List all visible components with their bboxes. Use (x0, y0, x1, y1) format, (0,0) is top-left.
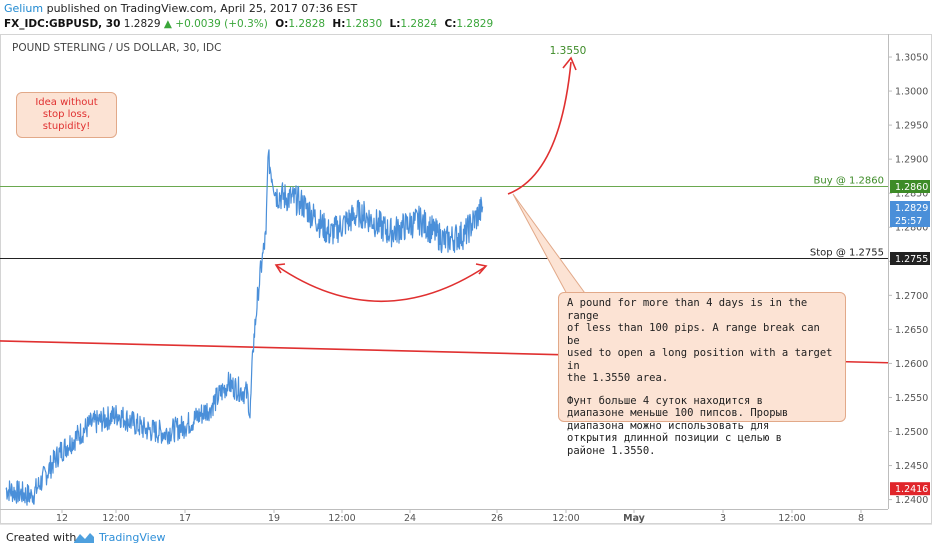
y-tick-label: 1.3000 (895, 87, 928, 98)
high-value: 1.2830 (345, 18, 383, 30)
analysis-note-en: A pound for more than 4 days is in the r… (567, 297, 833, 384)
time-axis: 12 12:00 17 19 12:00 24 26 12:00 May 3 12:00 8 (56, 509, 864, 524)
low-price-tag (890, 482, 930, 496)
level-label: Buy @ 1.2860 (814, 176, 884, 187)
footer: Created with TradingView (0, 524, 932, 551)
quote-line: FX_IDC:GBPUSD, 30 1.2829 ▲ +0.0039 (+0.3… (4, 18, 493, 30)
symbol-label: FX_IDC:GBPUSD, 30 (4, 18, 121, 30)
close-label: C: (444, 18, 457, 30)
y-tick-label: 1.2700 (895, 291, 928, 302)
y-tick-label: 1.3050 (895, 53, 928, 64)
countdown-tag (890, 213, 930, 227)
y-tick-label: 1.2550 (895, 393, 928, 404)
price-chart[interactable]: POUND STERLING / US DOLLAR, 30, IDC 1.24… (0, 34, 932, 524)
publish-text: published on TradingView.com, April 25, … (46, 2, 358, 15)
y-tick-label: 1.2400 (895, 495, 928, 506)
idea-note-line: stop loss, (42, 109, 91, 120)
level-label: Stop @ 1.2755 (810, 248, 884, 259)
low-label: L: (389, 18, 401, 30)
y-tick-label: 1.2600 (895, 359, 928, 370)
y-tick-label: 1.2850 (895, 189, 928, 200)
idea-note-line: Idea without (35, 97, 98, 108)
x-tick-label: 8 (858, 513, 864, 524)
author-link[interactable]: Gelium (4, 2, 44, 15)
range-arrow-head-right (475, 263, 488, 275)
target-arrow-head (562, 56, 577, 71)
range-arrow-head-left (274, 263, 286, 274)
target-label: 1.3550 (550, 45, 587, 57)
x-tick-label: 26 (491, 513, 503, 524)
open-label: O: (275, 18, 289, 30)
level-tag-label: 1.2860 (895, 182, 928, 193)
horizontal-levels: Buy @ 1.2860 1.2860 Stop @ 1.2755 1.2755 (0, 176, 930, 265)
level-tag (890, 252, 930, 265)
current-price-label: 1.2829 (895, 203, 928, 214)
price-axis: 1.2400 1.2450 1.2500 1.2550 1.2600 1.2650 1.27… (888, 53, 928, 506)
x-tick-label: 12:00 (102, 513, 129, 524)
analysis-note: A pound for more than 4 days is in the r… (558, 292, 846, 457)
x-tick-label: May (623, 513, 646, 524)
x-tick-label: 12:00 (552, 513, 579, 524)
last-price: 1.2829 (123, 18, 161, 30)
y-tick-label: 1.2650 (895, 325, 928, 336)
low-value: 1.2824 (400, 18, 438, 30)
tradingview-logo-icon (74, 533, 94, 543)
analysis-note-ru: Фунт больше 4 суток находится в диапазон… (567, 394, 789, 457)
created-with-label: Created with (6, 531, 77, 544)
target-arrow (507, 61, 572, 195)
idea-note: Idea without stop loss, stupidity! (16, 92, 117, 138)
y-tick-label: 1.2950 (895, 121, 928, 132)
level-tag (890, 180, 930, 193)
level-tag-label: 1.2755 (895, 254, 928, 265)
y-tick-label: 1.2500 (895, 427, 928, 438)
open-value: 1.2828 (288, 18, 326, 30)
idea-note-line: stupidity! (42, 121, 91, 132)
x-tick-label: 24 (404, 513, 416, 524)
range-arrow (276, 265, 486, 303)
countdown-label: 25:57 (895, 216, 922, 227)
x-tick-label: 3 (720, 513, 726, 524)
publish-info: Gelium published on TradingView.com, Apr… (4, 2, 357, 15)
close-value: 1.2829 (456, 18, 494, 30)
y-tick-label: 1.2800 (895, 223, 928, 234)
chart-title: POUND STERLING / US DOLLAR, 30, IDC (12, 42, 221, 54)
x-tick-label: 12:00 (778, 513, 805, 524)
high-label: H: (332, 18, 346, 30)
x-tick-label: 12 (56, 513, 68, 524)
x-tick-label: 12:00 (328, 513, 355, 524)
current-price-tag (890, 200, 930, 214)
y-tick-label: 1.2450 (895, 461, 928, 472)
low-price-label: 1.2416 (895, 484, 928, 495)
x-tick-label: 19 (268, 513, 280, 524)
y-tick-label: 1.2900 (895, 155, 928, 166)
price-series (5, 149, 484, 506)
price-change: ▲ +0.0039 (+0.3%) (163, 18, 268, 30)
tradingview-link[interactable]: TradingView (99, 531, 166, 544)
price-line (5, 149, 484, 506)
price-tags: 1.2829 25:57 1.2416 (890, 200, 930, 496)
chart-header: Gelium published on TradingView.com, Apr… (0, 0, 932, 34)
x-tick-label: 17 (179, 513, 191, 524)
